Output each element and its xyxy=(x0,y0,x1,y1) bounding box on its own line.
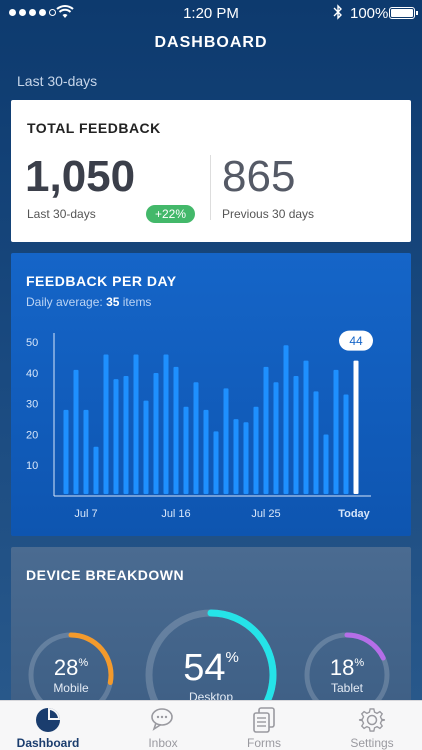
gauge-value: 28 xyxy=(53,655,79,680)
gauge-arc xyxy=(207,609,277,717)
x-tick-label: Jul 7 xyxy=(74,508,97,520)
y-tick-label: 10 xyxy=(26,460,38,472)
y-tick-label: 50 xyxy=(26,337,38,349)
daily-average-text: Daily average: 35 items xyxy=(26,295,152,309)
documents-icon xyxy=(253,707,275,733)
bar xyxy=(203,409,209,494)
bar xyxy=(123,376,129,494)
bar xyxy=(263,366,269,494)
bar xyxy=(63,409,69,494)
wifi-icon xyxy=(56,5,74,18)
current-period-label: Last 30-days xyxy=(27,207,96,221)
gauge-value: 54 xyxy=(183,647,226,689)
card-title: FEEDBACK PER DAY xyxy=(26,273,177,289)
bar xyxy=(103,354,109,494)
status-bar: 1:20 PM 100% xyxy=(0,0,422,28)
daily-average-value: 35 xyxy=(106,295,120,309)
battery-percentage: 100% xyxy=(350,5,389,22)
bar xyxy=(143,400,149,494)
bar xyxy=(333,369,339,494)
today-value-label: 44 xyxy=(349,334,363,348)
bar xyxy=(273,382,279,494)
x-tick-label: Jul 16 xyxy=(161,508,190,520)
card-title: TOTAL FEEDBACK xyxy=(27,120,161,136)
tab-bar: Dashboard Inbox Forms Settings xyxy=(0,700,422,750)
date-range-label[interactable]: Last 30-days xyxy=(17,73,98,89)
previous-period-label: Previous 30 days xyxy=(222,207,315,221)
feedback-bar-chart[interactable]: 10 20 30 40 50 44 Jul 7 Jul 16 Jul 25 Today xyxy=(11,253,411,536)
tab-inbox[interactable]: Inbox xyxy=(115,701,211,750)
tab-settings[interactable]: Settings xyxy=(324,701,420,750)
gauge-desktop[interactable]: 54% Desktop xyxy=(151,647,271,704)
divider xyxy=(210,155,211,220)
bar xyxy=(73,369,79,494)
bar-today xyxy=(353,360,359,494)
feedback-per-day-card[interactable]: FEEDBACK PER DAY Daily average: 35 items… xyxy=(11,253,411,536)
bar xyxy=(323,434,329,494)
bar xyxy=(133,354,139,494)
chat-bubbles-icon xyxy=(151,708,173,731)
page-title: DASHBOARD xyxy=(154,34,268,51)
bar xyxy=(253,406,259,494)
device-breakdown-card[interactable]: DEVICE BREAKDOWN 28% Mobile 54% Desktop … xyxy=(11,547,411,717)
gauge-value: 18 xyxy=(329,655,355,680)
gear-icon xyxy=(358,708,386,732)
status-time: 1:20 PM xyxy=(183,5,239,22)
bar xyxy=(283,345,289,494)
gauge-arc xyxy=(68,632,114,685)
gauge-mobile[interactable]: 28% Mobile xyxy=(31,655,111,695)
gauge-arc xyxy=(344,632,386,661)
battery-icon xyxy=(389,7,418,19)
bluetooth-icon xyxy=(333,4,342,20)
bar xyxy=(243,422,249,494)
bar xyxy=(293,376,299,494)
tab-forms[interactable]: Forms xyxy=(216,701,312,750)
y-tick-label: 20 xyxy=(26,429,38,441)
gauge-tablet[interactable]: 18% Tablet xyxy=(307,655,387,695)
pie-chart-icon xyxy=(36,708,60,732)
total-feedback-card[interactable]: TOTAL FEEDBACK 1,050 Last 30-days +22% 8… xyxy=(11,100,411,242)
bar xyxy=(83,409,89,494)
bar xyxy=(313,391,319,494)
previous-total-value: 865 xyxy=(222,152,296,201)
x-tick-label: Jul 25 xyxy=(251,508,280,520)
current-total-value: 1,050 xyxy=(25,152,136,201)
tab-dashboard[interactable]: Dashboard xyxy=(0,701,96,750)
today-value-bubble xyxy=(339,330,373,351)
bar xyxy=(173,366,179,494)
bar xyxy=(233,419,239,494)
bar xyxy=(223,388,229,494)
bar xyxy=(213,431,219,494)
bar xyxy=(153,372,159,494)
bar xyxy=(113,379,119,494)
y-tick-label: 40 xyxy=(26,368,38,380)
bar xyxy=(183,406,189,494)
card-title: DEVICE BREAKDOWN xyxy=(26,567,185,583)
y-tick-label: 30 xyxy=(26,399,38,411)
bar xyxy=(163,354,169,494)
bar xyxy=(93,446,99,494)
gauge-label: Tablet xyxy=(330,681,364,695)
gauge-label: Mobile xyxy=(53,681,89,695)
bar xyxy=(193,382,199,494)
x-tick-label: Today xyxy=(338,508,370,520)
change-badge: +22% xyxy=(146,205,196,223)
signal-strength-icon xyxy=(9,9,56,16)
bar xyxy=(303,360,309,494)
bar xyxy=(343,394,349,494)
